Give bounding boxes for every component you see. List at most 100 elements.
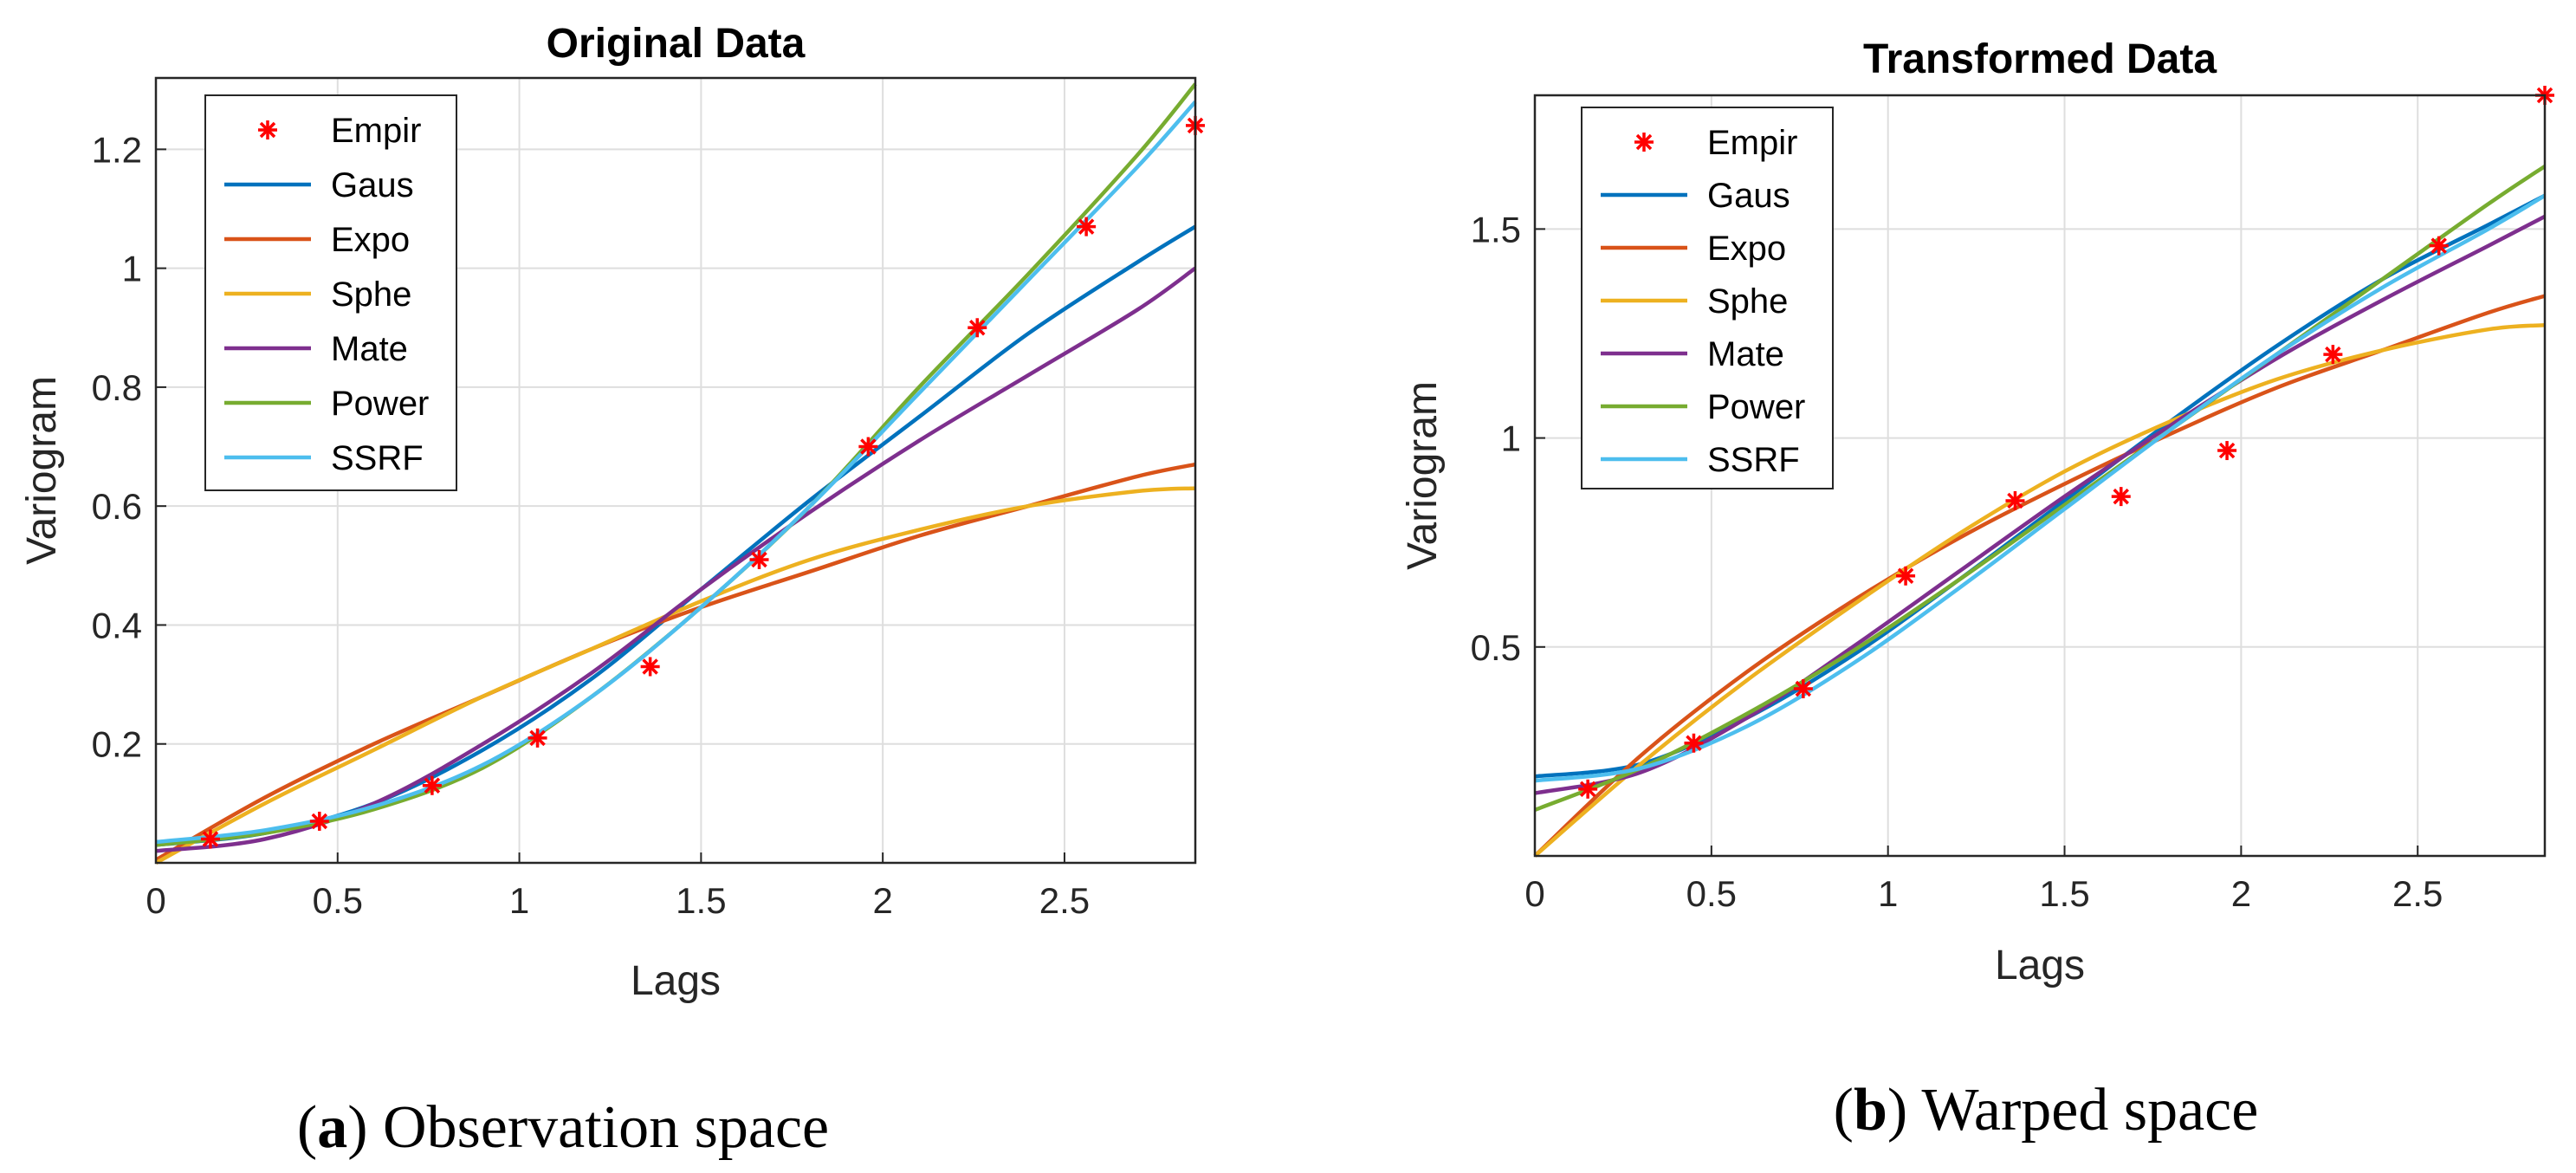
series-line-ssrf (155, 100, 1197, 845)
empirical-points (1578, 86, 2554, 799)
y-tick-label: 0.8 (92, 367, 142, 408)
x-tick-label: 2.5 (2392, 873, 2443, 914)
panel-b-transformed-data: Transformed Data 0 0.5 1 1.5 2 2.5 0.5 1 1.5 La… (1400, 36, 2554, 988)
legend-label-empir: Empir (331, 112, 421, 150)
marker-stroke (642, 658, 658, 675)
legend-label-mate: Mate (1707, 335, 1784, 373)
marker-stroke (969, 320, 986, 336)
empirical-point (422, 775, 442, 795)
empirical-point (2111, 487, 2131, 507)
x-axis-label: Lags (1995, 943, 2085, 988)
x-tick-label: 0 (146, 880, 165, 921)
legend-label-power: Power (331, 385, 429, 423)
empirical-point (749, 549, 769, 569)
marker-stroke (1579, 781, 1596, 798)
legend-label-empir: Empir (1707, 124, 1797, 162)
chart-title: Original Data (547, 21, 806, 67)
empirical-point (1077, 217, 1097, 237)
legend-marker-empir (258, 120, 277, 139)
y-tick-label: 1.5 (1471, 209, 1521, 250)
marker-stroke (259, 121, 276, 139)
legend-label-ssrf: SSRF (1707, 441, 1800, 479)
marker-stroke (2325, 346, 2341, 363)
y-tick-label: 0.5 (1471, 627, 1521, 668)
empirical-point (2429, 236, 2449, 256)
x-tick-label: 2 (2231, 873, 2251, 914)
y-tick-labels: 0.5 1 1.5 (1471, 209, 1521, 667)
marker-stroke (1795, 680, 1812, 697)
marker-stroke (1635, 133, 1653, 151)
marker-stroke (1897, 567, 1914, 585)
y-tick-label: 1.2 (92, 129, 142, 170)
empirical-point (968, 318, 987, 338)
x-tick-label: 1 (509, 880, 529, 921)
panel-a-original-data: Original Data 0 0.5 1 1.5 2 2.5 0.2 0.4 0.6 0.8 1… (19, 21, 1205, 1004)
x-tick-label: 2 (872, 880, 892, 921)
y-axis-label: Variogram (19, 376, 65, 565)
x-tick-label: 0.5 (1686, 873, 1737, 914)
marker-stroke (202, 831, 219, 847)
x-tick-label: 1 (1878, 873, 1898, 914)
series-line-mate (1534, 214, 2547, 795)
empirical-point (858, 437, 878, 457)
y-tick-labels: 0.2 0.4 0.6 0.8 1 1.2 (92, 129, 142, 764)
marker-stroke (2430, 237, 2447, 254)
legend: Empir Gaus Expo Sphe Mate Power SSRF (204, 94, 457, 491)
marker-stroke (2113, 488, 2130, 505)
empirical-point (1896, 566, 1916, 586)
y-tick-label: 1 (122, 249, 142, 289)
legend-label-mate: Mate (331, 330, 408, 368)
empirical-point (2005, 490, 2025, 510)
series-line-sphe (154, 486, 1196, 865)
x-tick-label: 0 (1524, 873, 1544, 914)
y-tick-label: 0.6 (92, 486, 142, 527)
legend-label-gaus: Gaus (1707, 177, 1790, 215)
legend-label-power: Power (1707, 388, 1805, 426)
x-tick-label: 2.5 (1039, 880, 1090, 921)
caption-a: (a) Observation space (297, 1094, 829, 1161)
marker-stroke (1078, 218, 1095, 235)
chart-title: Transformed Data (1863, 36, 2217, 82)
legend-label-expo: Expo (1707, 230, 1786, 268)
marker-stroke (1686, 735, 1702, 751)
marker-stroke (860, 438, 877, 455)
caption-b: (b) Warped space (1834, 1077, 2259, 1144)
marker-stroke (2007, 492, 2023, 509)
legend-label-sphe: Sphe (331, 275, 411, 314)
legend-label-gaus: Gaus (331, 166, 414, 204)
legend: Empir Gaus Expo Sphe Mate Power SSRF (1581, 107, 1834, 489)
marker-stroke (424, 777, 441, 794)
marker-stroke (311, 813, 328, 830)
series-line-ssrf (1534, 193, 2547, 783)
marker-stroke (2218, 442, 2236, 459)
series-line-power (1534, 165, 2547, 812)
y-tick-label: 1 (1501, 418, 1521, 459)
empirical-point (2217, 441, 2237, 461)
series-line-sphe (1533, 323, 2546, 858)
legend-label-expo: Expo (331, 221, 410, 259)
empirical-point (1578, 779, 1598, 799)
marker-stroke (751, 551, 767, 568)
y-tick-label: 0.4 (92, 605, 142, 645)
empirical-point (2323, 345, 2343, 365)
empirical-point (527, 728, 547, 748)
series-layer (1533, 165, 2547, 858)
legend-marker-empir (1634, 133, 1654, 152)
marker-stroke (529, 729, 546, 747)
axes-box (1533, 94, 2547, 858)
legend-label-sphe: Sphe (1707, 282, 1788, 321)
y-tick-label: 0.2 (92, 724, 142, 765)
y-axis-label: Variogram (1400, 381, 1446, 570)
x-tick-label: 1.5 (676, 880, 726, 921)
empirical-point (200, 829, 220, 849)
x-axis-label: Lags (631, 958, 721, 1004)
legend-box (1581, 107, 1834, 489)
empirical-point (1793, 679, 1813, 699)
legend-label-ssrf: SSRF (331, 439, 424, 477)
x-tick-labels: 0 0.5 1 1.5 2 2.5 (146, 880, 1090, 921)
empirical-point (1684, 733, 1704, 753)
series-layer (154, 82, 1197, 865)
x-tick-label: 0.5 (313, 880, 363, 921)
x-tick-label: 1.5 (2039, 873, 2089, 914)
